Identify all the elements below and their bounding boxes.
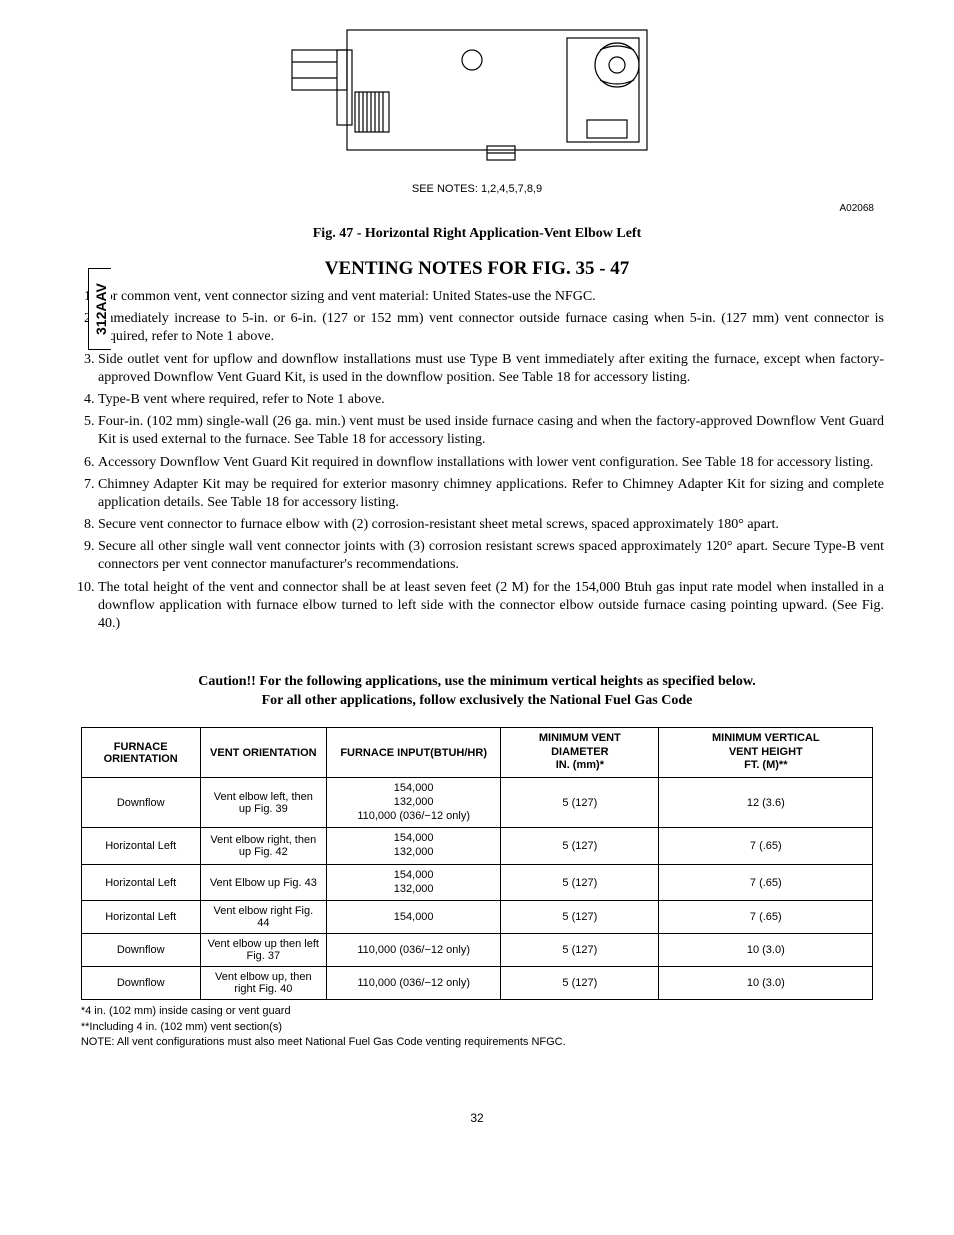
table-header-row: FURNACE ORIENTATION VENT ORIENTATION FUR… xyxy=(81,727,872,777)
venting-notes-list: For common vent, vent connector sizing a… xyxy=(70,288,884,633)
furnace-diagram xyxy=(60,20,894,173)
col-header: MINIMUM VERTICAL VENT HEIGHT FT. (M)** xyxy=(659,727,873,777)
note-item: Secure vent connector to furnace elbow w… xyxy=(98,516,884,534)
table-row: Horizontal LeftVent elbow right Fig. 441… xyxy=(81,901,872,934)
section-heading: VENTING NOTES FOR FIG. 35 - 47 xyxy=(60,258,894,280)
col-header: MINIMUM VENT DIAMETER IN. (mm)* xyxy=(501,727,659,777)
note-item: Immediately increase to 5-in. or 6-in. (… xyxy=(98,310,884,346)
col-header: FURNACE ORIENTATION xyxy=(81,727,200,777)
see-notes-text: SEE NOTES: 1,2,4,5,7,8,9 xyxy=(60,183,894,195)
table-row: DownflowVent elbow up then left Fig. 371… xyxy=(81,934,872,967)
page-number: 32 xyxy=(60,1111,894,1125)
table-row: DownflowVent elbow up, then right Fig. 4… xyxy=(81,967,872,1000)
figure-caption: Fig. 47 - Horizontal Right Application-V… xyxy=(60,226,894,242)
note-item: Chimney Adapter Kit may be required for … xyxy=(98,476,884,512)
note-item: Four-in. (102 mm) single-wall (26 ga. mi… xyxy=(98,413,884,449)
table-row: Horizontal LeftVent Elbow up Fig. 43154,… xyxy=(81,864,872,901)
caution-text: Caution!! For the following applications… xyxy=(60,673,894,711)
note-item: Side outlet vent for upflow and downflow… xyxy=(98,351,884,387)
table-row: Horizontal LeftVent elbow right, then up… xyxy=(81,828,872,865)
note-item: Type-B vent where required, refer to Not… xyxy=(98,391,884,409)
note-item: Accessory Downflow Vent Guard Kit requir… xyxy=(98,454,884,472)
table-row: DownflowVent elbow left, then up Fig. 39… xyxy=(81,778,872,828)
doc-code: A02068 xyxy=(60,203,874,214)
caution-line: For all other applications, follow exclu… xyxy=(262,693,693,708)
note-item: For common vent, vent connector sizing a… xyxy=(98,288,884,306)
note-item: Secure all other single wall vent connec… xyxy=(98,538,884,574)
vent-height-table: FURNACE ORIENTATION VENT ORIENTATION FUR… xyxy=(81,727,873,1001)
footnote: **Including 4 in. (102 mm) vent section(… xyxy=(81,1020,873,1035)
table-footnotes: *4 in. (102 mm) inside casing or vent gu… xyxy=(81,1004,873,1050)
footnote: *4 in. (102 mm) inside casing or vent gu… xyxy=(81,1004,873,1019)
footnote: NOTE: All vent configurations must also … xyxy=(81,1035,873,1050)
model-tab: 312AAV xyxy=(88,268,111,350)
note-item: The total height of the vent and connect… xyxy=(98,579,884,634)
col-header: FURNACE INPUT(BTUH/HR) xyxy=(327,727,501,777)
caution-line: Caution!! For the following applications… xyxy=(198,674,755,689)
col-header: VENT ORIENTATION xyxy=(200,727,327,777)
